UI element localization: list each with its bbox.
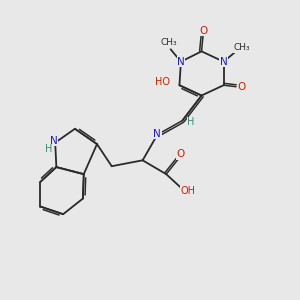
Text: N: N xyxy=(220,57,227,67)
Text: H: H xyxy=(187,117,194,127)
Text: N: N xyxy=(50,136,58,146)
Text: OH: OH xyxy=(180,186,195,196)
Text: O: O xyxy=(176,149,184,159)
Text: O: O xyxy=(199,26,207,36)
Text: CH₃: CH₃ xyxy=(161,38,178,47)
Text: H: H xyxy=(45,144,52,154)
Text: N: N xyxy=(177,57,185,67)
Text: CH₃: CH₃ xyxy=(234,43,250,52)
Text: HO: HO xyxy=(155,77,170,87)
Text: O: O xyxy=(237,82,245,92)
Text: N: N xyxy=(154,129,161,139)
